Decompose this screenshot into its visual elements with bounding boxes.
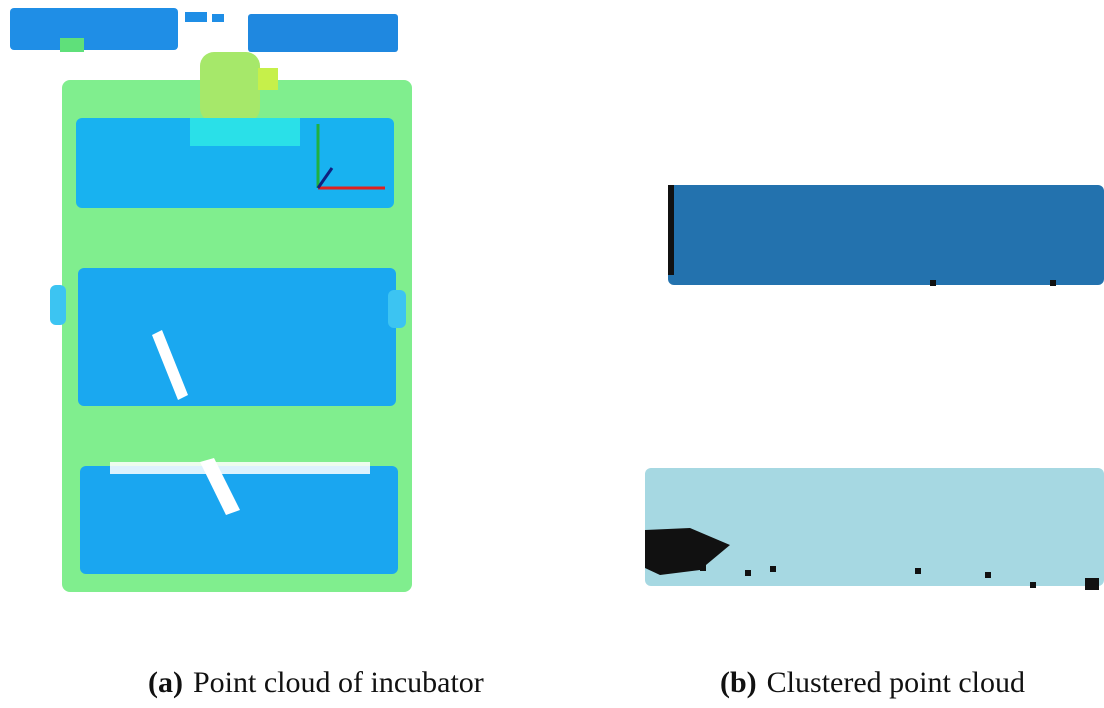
incubator-point-cloud: [10, 8, 412, 592]
clustered-point-cloud: [645, 185, 1104, 590]
caption-label: (b): [720, 666, 757, 699]
caption-text: Clustered point cloud: [767, 666, 1025, 699]
caption-text: Point cloud of incubator: [193, 666, 484, 699]
caption-label: (a): [148, 666, 183, 699]
figure-images: [0, 0, 1104, 640]
page: (a) Point cloud of incubator (b) Clustered…: [0, 0, 1104, 708]
caption-b: (b) Clustered point cloud: [720, 666, 1025, 700]
caption-a: (a) Point cloud of incubator: [148, 666, 484, 700]
